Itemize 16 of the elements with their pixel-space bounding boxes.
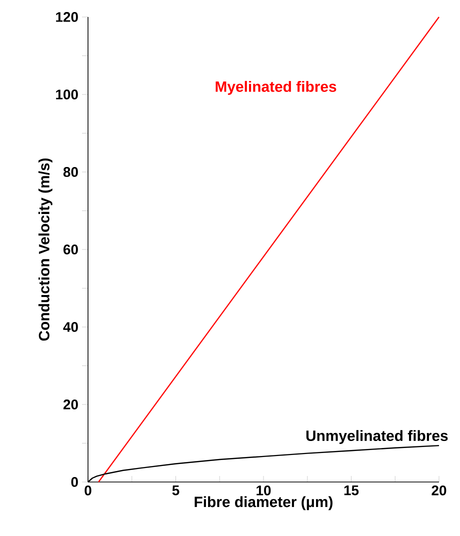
x-tick-label: 0 [84, 486, 92, 496]
text: Myelinated fibres [216, 80, 336, 95]
y-tick-label: 80 [63, 167, 78, 177]
y-tick-label: 100 [56, 90, 78, 100]
x-axis-title: Fibre diameter (μm) [194, 496, 332, 510]
y-tick-label: 120 [56, 12, 78, 22]
series-label: Unmyelinated fibres [306, 430, 448, 444]
x-tick-label: 5 [172, 486, 180, 496]
x-tick-label: 10 [256, 486, 271, 496]
y-tick-label: 20 [63, 400, 78, 410]
y-tick-label: 40 [63, 322, 78, 332]
y-tick-label: 0 [71, 477, 78, 487]
x-tick-label: 15 [344, 486, 359, 496]
x-tick-label: 20 [432, 486, 446, 496]
y-axis-title: Conduction Velocity (m/s) [38, 158, 52, 341]
y-tick-label: 60 [63, 244, 78, 254]
